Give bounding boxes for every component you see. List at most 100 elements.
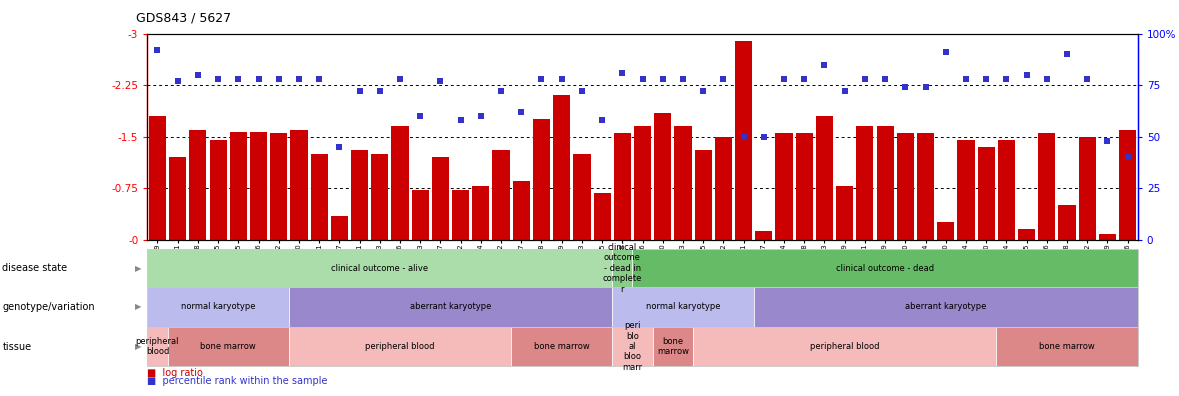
Text: bone marrow: bone marrow (534, 342, 590, 351)
Point (1078, 76, 1096, 82)
Point (976, 76, 995, 82)
Bar (1119, 130, 1137, 240)
Point (795, 76, 814, 82)
Point (512, 109, 531, 115)
Point (1098, 137, 1117, 144)
Text: clinical
outcome
- dead in
complete
r: clinical outcome - dead in complete r (602, 243, 643, 293)
Bar (1017, 229, 1035, 240)
Text: peripheral blood: peripheral blood (810, 342, 880, 351)
Text: ▶: ▶ (134, 264, 141, 273)
Point (997, 76, 1016, 82)
Bar (776, 133, 792, 240)
Text: disease state: disease state (2, 263, 67, 273)
Bar (897, 133, 914, 240)
Point (552, 76, 571, 82)
Bar (190, 130, 206, 240)
Bar (917, 133, 934, 240)
Text: ■  percentile rank within the sample: ■ percentile rank within the sample (147, 376, 328, 386)
Point (390, 76, 409, 82)
Bar (593, 193, 611, 240)
Point (452, 117, 470, 123)
Bar (210, 140, 226, 240)
Bar (432, 157, 449, 240)
Bar (634, 126, 651, 240)
Bar (997, 140, 1015, 240)
Point (472, 113, 490, 119)
Bar (856, 126, 874, 240)
Bar (1099, 234, 1117, 240)
Bar (714, 137, 732, 240)
Bar (411, 190, 429, 240)
Point (1058, 51, 1076, 57)
Bar (270, 133, 288, 240)
Point (876, 76, 895, 82)
Bar (876, 126, 894, 240)
Text: bone marrow: bone marrow (200, 342, 256, 351)
Bar (290, 130, 308, 240)
Text: genotype/variation: genotype/variation (2, 302, 95, 312)
Bar (553, 95, 571, 240)
Point (815, 61, 834, 68)
Point (896, 84, 915, 90)
Bar (796, 133, 812, 240)
Point (432, 78, 450, 84)
Bar (1039, 133, 1055, 240)
Text: clinical outcome - dead: clinical outcome - dead (836, 264, 934, 273)
Point (1038, 76, 1056, 82)
Text: peripheral
blood: peripheral blood (136, 337, 179, 356)
Point (593, 117, 612, 123)
Bar (169, 157, 186, 240)
Point (1118, 154, 1137, 160)
Bar (493, 150, 509, 240)
Bar (756, 231, 772, 240)
Text: bone
marrow: bone marrow (657, 337, 689, 356)
Text: ▶: ▶ (134, 342, 141, 351)
Point (856, 76, 875, 82)
Point (209, 76, 228, 82)
Bar (371, 154, 388, 240)
Point (936, 49, 955, 55)
Bar (351, 150, 368, 240)
Text: aberrant karyotype: aberrant karyotype (410, 303, 492, 311)
Bar (1079, 137, 1095, 240)
Point (330, 144, 349, 150)
Bar (937, 223, 954, 240)
Text: bone marrow: bone marrow (1039, 342, 1095, 351)
Bar (694, 150, 712, 240)
Point (673, 76, 692, 82)
Bar (614, 133, 631, 240)
Point (1017, 72, 1036, 78)
Bar (310, 154, 328, 240)
Point (492, 88, 511, 95)
Text: peri
blo
al
bloo
marr: peri blo al bloo marr (623, 321, 643, 372)
Bar (836, 186, 854, 240)
Point (835, 88, 854, 95)
Text: clinical outcome - alive: clinical outcome - alive (331, 264, 428, 273)
Point (269, 76, 288, 82)
Bar (735, 40, 752, 240)
Bar (654, 112, 671, 240)
Bar (513, 181, 529, 240)
Point (249, 76, 268, 82)
Point (956, 76, 975, 82)
Bar (1059, 205, 1075, 240)
Point (693, 88, 712, 95)
Point (775, 76, 793, 82)
Point (573, 88, 592, 95)
Bar (533, 120, 551, 240)
Point (714, 76, 733, 82)
Point (410, 113, 429, 119)
Text: ■  log ratio: ■ log ratio (147, 368, 203, 378)
Point (310, 76, 329, 82)
Bar (977, 147, 995, 240)
Bar (230, 132, 246, 240)
Point (653, 76, 672, 82)
Bar (149, 116, 166, 240)
Text: aberrant karyotype: aberrant karyotype (905, 303, 987, 311)
Point (290, 76, 309, 82)
Bar (452, 190, 469, 240)
Text: GDS843 / 5627: GDS843 / 5627 (136, 12, 231, 25)
Point (613, 70, 632, 76)
Point (755, 133, 773, 140)
Text: tissue: tissue (2, 341, 32, 352)
